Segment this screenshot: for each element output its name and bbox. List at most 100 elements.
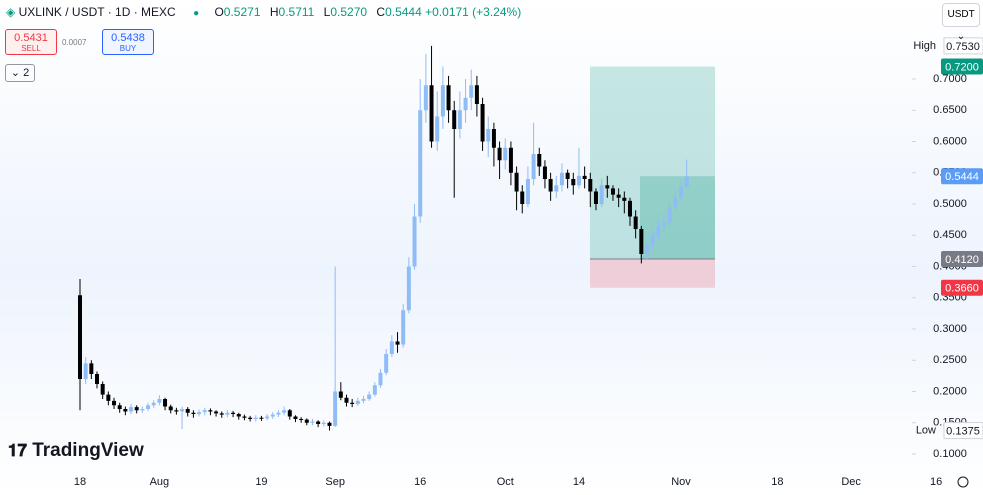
y-tick-label: 0.4500 [933,229,967,241]
candle-body [83,363,88,379]
candle-body [140,409,145,411]
logo: ◈ [6,5,16,19]
candle-body [537,154,542,167]
candle-body [344,397,349,403]
candle-body [174,410,179,412]
stop-zone [590,259,715,288]
brand-logo: 𝟏𝟕 [8,441,27,460]
candle-body [565,172,570,179]
change: +0.0171 (+3.24%) [425,5,522,19]
symbol[interactable]: UXLINK / USDT · 1D · MEXC [18,5,176,19]
y-tick-label: 0.6500 [933,104,967,116]
candle-body [225,412,230,415]
x-tick-label: Aug [150,476,170,488]
candle-body [645,244,649,254]
candle-body [367,394,372,399]
candle-body [168,406,173,411]
candle-body [667,207,672,223]
candle-body [639,229,644,254]
candle-body [679,187,684,198]
candle-body [395,341,400,345]
candle-body [242,416,247,418]
y-tick-label: 0.6000 [933,135,967,147]
marker-text: Low [916,424,936,436]
price-badge-label: 0.3660 [945,283,979,295]
x-tick-label: 14 [573,476,585,488]
candle-body [197,412,202,414]
ohlc-value: 0.5271 [223,5,261,19]
candle-body [514,172,519,192]
candle-body [497,147,502,161]
candle-body [627,200,632,217]
y-tick-label: 0.7000 [933,73,967,85]
marker-box [943,37,983,55]
sell-label: SELL [21,44,41,53]
y-tick-label: 0.2000 [933,385,967,397]
candle-body [673,197,678,208]
candle-body [486,129,491,142]
price-badge-label: 0.4120 [945,254,979,266]
x-tick-label: 18 [771,476,783,488]
candle-body [163,399,168,407]
candle-body [208,410,213,412]
ohlc-key: O [214,5,224,19]
candle-body [327,422,332,426]
candle-body [599,185,604,204]
candle-body [231,412,236,414]
candle-body [214,411,219,414]
candle-body [406,266,411,311]
candle-body [112,400,117,406]
candle-body [480,104,485,142]
ohlc-value: 0.5270 [330,5,368,19]
ohlc-key: L [323,5,331,19]
candle-body [253,417,258,419]
sell-button[interactable]: 0.5431 SELL [5,29,57,55]
candle-body [531,154,536,179]
candle-body [310,421,315,423]
candle-body [423,85,428,111]
candle-body [650,235,655,245]
candle-body [338,391,343,398]
candle-body [605,185,610,189]
candle-body [372,385,377,395]
candle-body [123,409,128,412]
marker-label: 0.7530 [946,41,980,53]
candle-body [95,374,100,384]
candle-body [469,85,474,98]
candle-body [89,363,94,374]
candle-body [299,419,304,420]
target-zone [590,66,715,259]
candle-body [265,416,270,419]
price-badge-label: 0.7200 [945,61,979,73]
x-tick-label: 18 [74,476,86,488]
candle-body [355,400,360,404]
x-tick-label: 19 [255,476,267,488]
candle-body [129,407,134,412]
x-tick-label: Sep [325,476,345,488]
candle-body [576,175,581,186]
brand: 𝟏𝟕 TradingView [8,440,144,462]
candle-body [293,416,298,419]
x-tick-label: Nov [671,476,691,488]
currency-select[interactable]: USDT ⌄ [942,3,980,42]
candle-body [616,194,621,198]
buy-button[interactable]: 0.5438 BUY [102,29,154,55]
sell-price: 0.5431 [14,32,48,44]
open-profit-zone [640,176,715,259]
y-tick-label: 0.1000 [933,448,967,460]
candle-body [582,175,587,179]
candle-body [185,409,190,413]
candle-body [316,421,321,424]
candle-body [146,405,151,409]
candle-body [508,147,513,173]
candle-body [452,110,457,129]
price-badge-label: 0.5444 [945,171,979,183]
candle-body [248,417,253,419]
x-tick-label: 16 [414,476,426,488]
indicators-toggle[interactable]: ⌄ 2 [5,64,35,82]
settings-button[interactable] [957,476,969,488]
candle-body [117,405,122,409]
candle-body [321,422,326,424]
candle-body [412,216,417,267]
candle-body [304,419,309,423]
